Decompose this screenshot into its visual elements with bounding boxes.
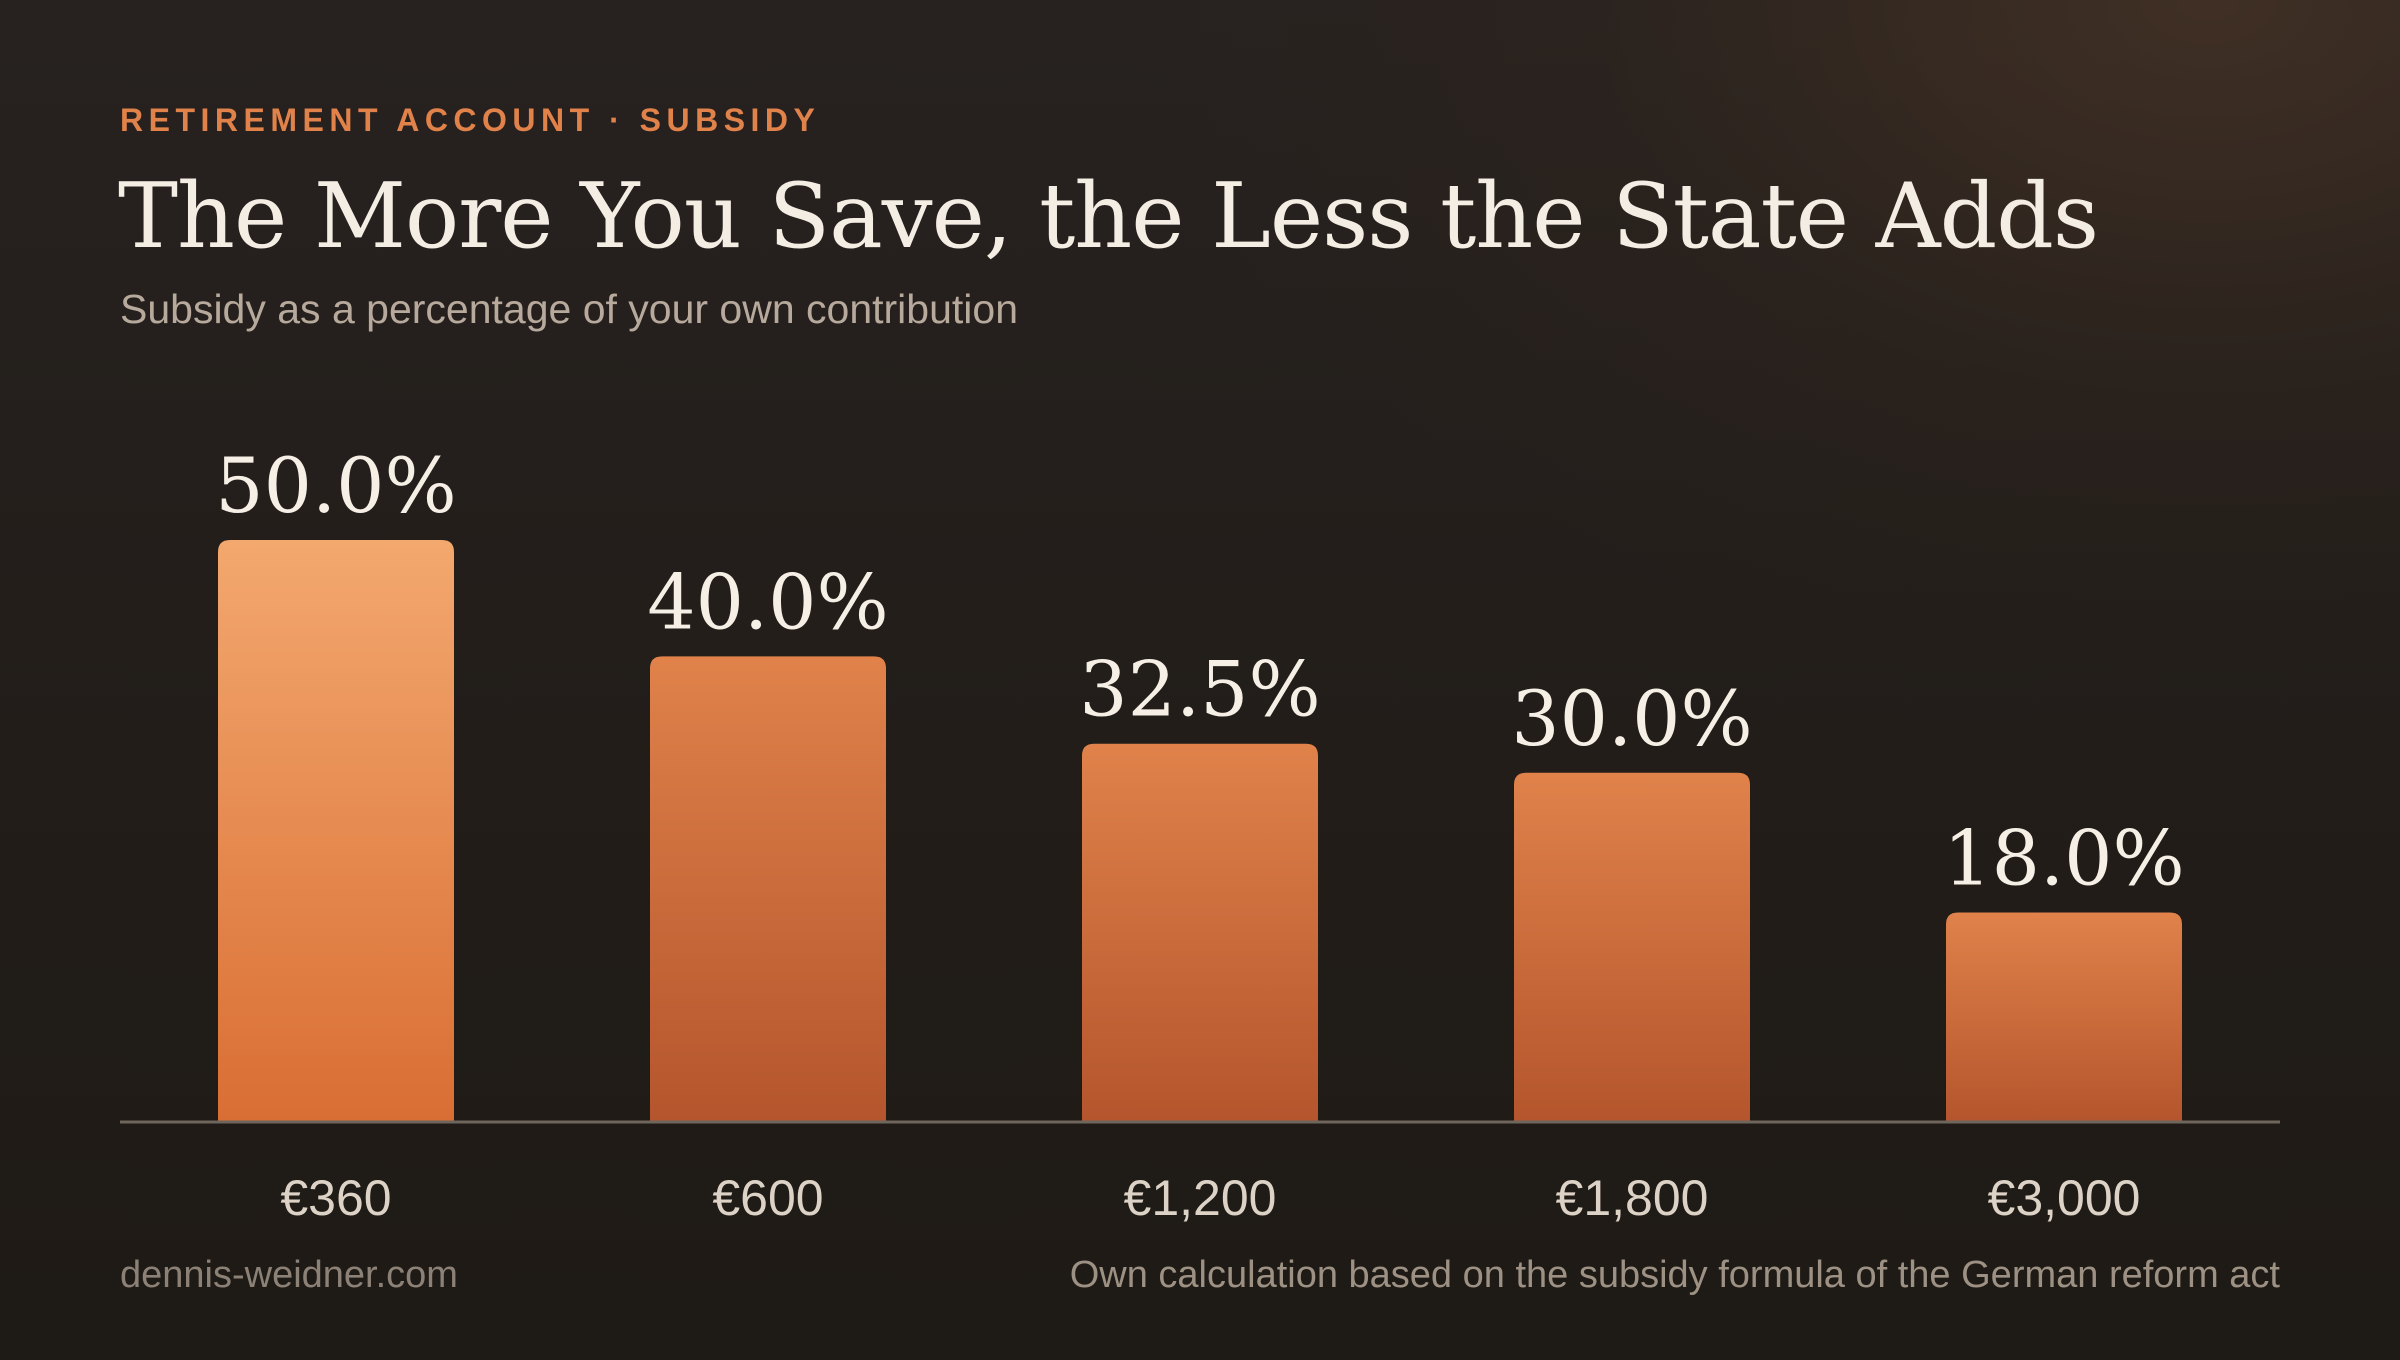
bar-600 [650, 656, 886, 1122]
chart-eyebrow: RETIREMENT ACCOUNT · SUBSIDY [120, 102, 821, 138]
x-tick-label-1-800: €1,800 [1556, 1170, 1709, 1226]
value-label-360: 50.0% [215, 441, 456, 530]
x-tick-label-600: €600 [712, 1170, 823, 1226]
value-label-1-200: 32.5% [1079, 645, 1320, 734]
value-label-3-000: 18.0% [1943, 813, 2184, 902]
x-tick-label-1-200: €1,200 [1124, 1170, 1277, 1226]
footer-note: Own calculation based on the subsidy for… [1069, 1254, 2280, 1296]
bar-3-000 [1946, 912, 2182, 1122]
labels-layer: 50.0% €360 40.0% €600 32.5% €1,200 30.0% €1,800… [215, 441, 2184, 1226]
value-label-600: 40.0% [647, 557, 888, 646]
bar-1-800 [1514, 772, 1750, 1122]
chart-subtitle: Subsidy as a percentage of your own cont… [120, 286, 1018, 332]
bars-layer [218, 540, 2182, 1122]
x-tick-label-360: €360 [280, 1170, 391, 1226]
x-tick-label-3-000: €3,000 [1988, 1170, 2141, 1226]
footer-source-site: dennis-weidner.com [120, 1254, 458, 1296]
value-label-1-800: 30.0% [1511, 674, 1752, 763]
bar-1-200 [1082, 743, 1318, 1122]
chart-title: The More You Save, the Less the State Ad… [118, 164, 2099, 269]
bar-360 [218, 540, 454, 1122]
